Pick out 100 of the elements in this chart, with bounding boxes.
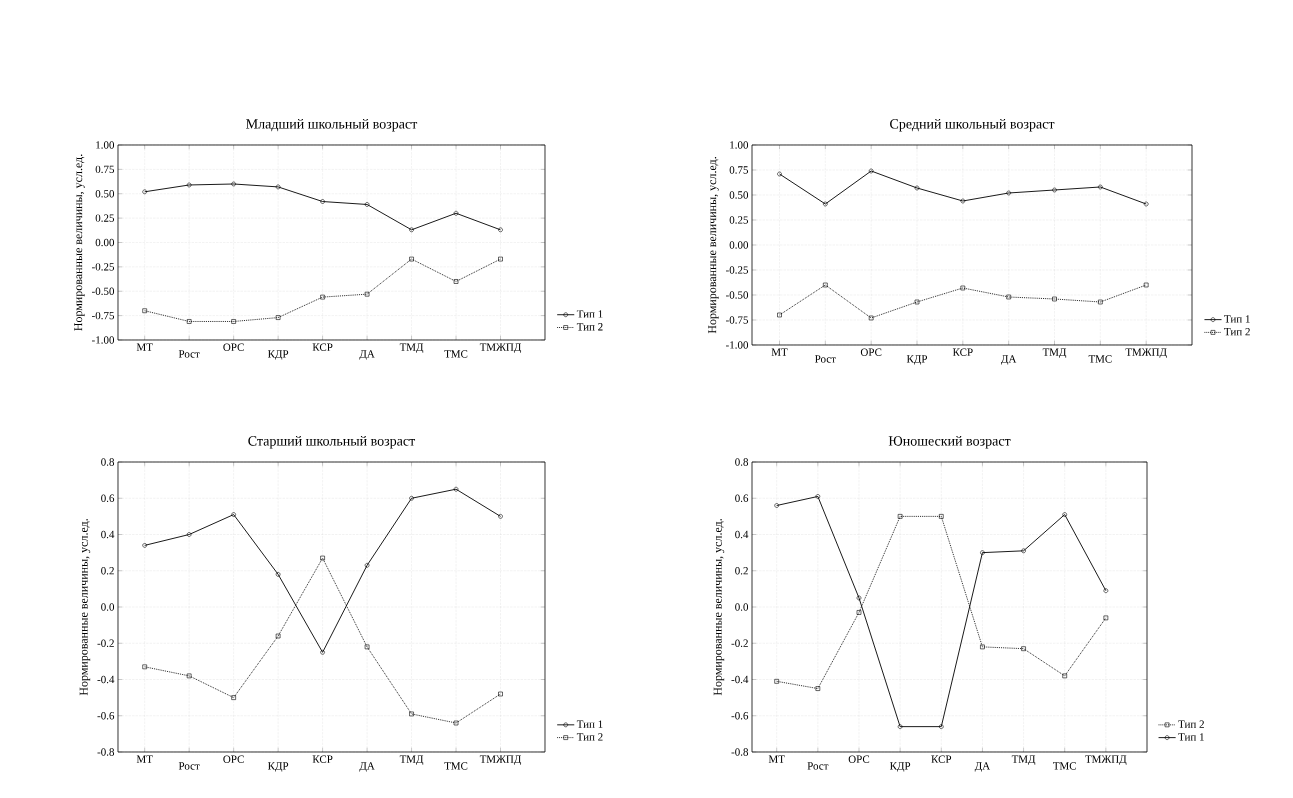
- legend-label: Тип 1: [1178, 733, 1204, 741]
- y-tick-label: 0.4: [735, 530, 749, 539]
- y-tick-label: 0.8: [101, 458, 115, 466]
- point: [1098, 184, 1103, 190]
- y-tick-label: -0.4: [97, 675, 115, 684]
- y-tick-label: -0.75: [91, 311, 115, 320]
- x-tick-label: ДА: [359, 350, 375, 360]
- chart-title: Старший школьный возраст: [248, 435, 416, 449]
- legend-label: Тип 1: [1224, 315, 1250, 323]
- y-tick-label: -0.6: [97, 712, 115, 720]
- point: [823, 201, 828, 207]
- point: [275, 184, 281, 190]
- x-tick-label: ТМС: [444, 350, 468, 358]
- point: [1062, 673, 1068, 679]
- chart-title: Юношеский возраст: [888, 435, 1011, 449]
- y-axis-title: Нормированные величины, усл.ед.: [79, 519, 91, 696]
- y-tick-label: 0.8: [735, 458, 749, 466]
- point: [777, 312, 782, 318]
- x-tick-label: КДР: [267, 350, 289, 360]
- y-tick-label: -0.25: [725, 266, 749, 274]
- y-tick-label: 0.0: [101, 603, 115, 611]
- point: [453, 486, 459, 492]
- legend-label: Тип 1: [576, 720, 603, 728]
- point: [1052, 187, 1057, 193]
- point: [960, 285, 966, 291]
- y-tick-label: 0.75: [729, 166, 749, 174]
- point: [231, 695, 236, 700]
- point: [856, 595, 862, 601]
- point: [938, 514, 944, 519]
- point: [453, 720, 459, 726]
- point: [1143, 282, 1149, 288]
- point: [320, 650, 325, 655]
- y-tick-label: 0.50: [95, 190, 115, 198]
- point: [409, 227, 414, 233]
- y-tick-label: -0.50: [725, 291, 749, 299]
- x-tick-label: ТМД: [1042, 348, 1067, 359]
- x-tick-label: Рост: [807, 762, 829, 770]
- point: [980, 644, 985, 650]
- point: [186, 673, 192, 679]
- y-axis-title: Нормированные величины, усл.ед.: [708, 157, 719, 334]
- x-tick-label: ДА: [974, 762, 991, 772]
- y-tick-label: 0.25: [95, 214, 115, 222]
- point: [1006, 294, 1011, 300]
- point: [823, 282, 828, 288]
- x-tick-label: Рост: [178, 350, 200, 358]
- point: [897, 724, 903, 729]
- x-tick-label: ТМД: [399, 343, 424, 354]
- y-tick-label: -0.2: [731, 639, 748, 647]
- chart-title: Младший школьный возраст: [246, 118, 418, 132]
- y-tick-label: -0.2: [97, 639, 114, 647]
- point: [409, 711, 414, 717]
- y-tick-label: 0.25: [729, 216, 749, 224]
- x-tick-label: ТМД: [1011, 755, 1036, 766]
- chart-title: Средний школьный возраст: [890, 118, 1055, 132]
- y-tick-label: 0.2: [101, 567, 114, 575]
- x-tick-label: КДР: [906, 355, 928, 365]
- x-tick-label: ДА: [1001, 355, 1017, 365]
- point: [275, 315, 281, 320]
- point: [774, 679, 779, 684]
- y-tick-label: -0.75: [725, 316, 749, 324]
- point: [453, 279, 459, 284]
- point: [868, 168, 874, 174]
- y-tick-label: -0.6: [731, 712, 749, 720]
- y-axis-title: Нормированные величины, усл.ед.: [74, 154, 85, 331]
- x-tick-label: ДА: [359, 762, 375, 772]
- y-tick-label: 0.75: [95, 165, 115, 174]
- point: [231, 512, 236, 517]
- point: [1021, 548, 1026, 554]
- x-tick-label: КСР: [312, 343, 333, 351]
- y-tick-label: 0.6: [735, 494, 749, 502]
- point: [868, 315, 874, 321]
- x-tick-label: Рост: [178, 762, 200, 770]
- point: [186, 532, 192, 537]
- y-tick-label: 0.2: [735, 567, 748, 575]
- point: [1021, 646, 1026, 651]
- point: [320, 555, 325, 561]
- point: [498, 691, 503, 697]
- x-tick-label: КДР: [267, 762, 289, 772]
- y-tick-label: -0.8: [97, 748, 115, 756]
- x-tick-label: ОРС: [223, 755, 244, 763]
- x-tick-label: Рост: [815, 355, 836, 363]
- y-tick-label: -1.00: [91, 336, 115, 344]
- point: [364, 644, 370, 650]
- y-tick-label: 0.0: [735, 603, 749, 611]
- y-tick-label: -0.4: [731, 675, 749, 684]
- point: [142, 664, 147, 670]
- point: [275, 633, 281, 639]
- point: [498, 256, 503, 262]
- point: [320, 294, 325, 300]
- y-tick-label: 1.00: [96, 141, 115, 149]
- legend-label: Тип 2: [1224, 328, 1250, 336]
- x-tick-label: ОРС: [860, 348, 882, 356]
- x-tick-label: КСР: [952, 348, 973, 356]
- point: [938, 724, 944, 729]
- x-tick-label: ТМЖПД: [1085, 755, 1127, 766]
- point: [980, 550, 985, 555]
- x-tick-label: ТМС: [1088, 355, 1112, 363]
- y-tick-label: 0.4: [101, 530, 115, 539]
- x-tick-label: ТМЖПД: [479, 755, 522, 766]
- point: [275, 572, 281, 577]
